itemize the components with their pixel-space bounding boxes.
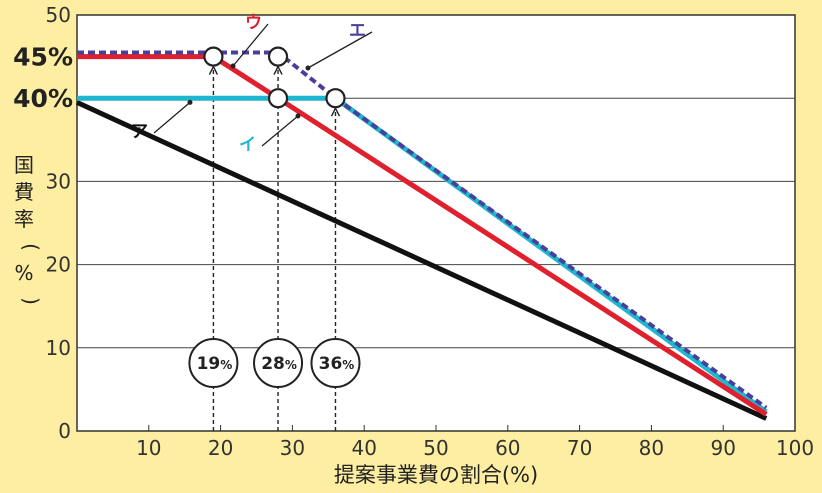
y-axis-title: 国費率 (%)	[14, 153, 43, 305]
leader-dot-1	[187, 99, 193, 105]
y-highlight-labels: 45%40%	[13, 43, 73, 114]
threshold-value-36: 36%	[319, 354, 355, 374]
y-tick-label-20: 20	[46, 253, 71, 277]
plot-area	[76, 14, 796, 432]
y-title-char-3: (	[19, 243, 43, 251]
threshold-bubbles: 19% 28% 36%	[188, 338, 361, 388]
threshold-bubble-28	[253, 338, 304, 388]
threshold-unit-28: %	[285, 358, 297, 372]
series-line-1	[75, 100, 768, 421]
threshold-unit-36: %	[342, 358, 354, 372]
markers	[203, 46, 346, 109]
x-tick-label-60: 60	[495, 436, 520, 460]
y-tick-label-0: 0	[58, 419, 71, 443]
x-tick-label-50: 50	[423, 436, 448, 460]
threshold-value-19: 19%	[197, 354, 233, 374]
threshold-bubble-19	[188, 338, 239, 388]
x-tick-label-70: 70	[567, 436, 592, 460]
series-line-3	[77, 54, 768, 417]
threshold-bubble-36	[310, 338, 361, 388]
y-highlight-45: 45%	[13, 43, 73, 72]
y-tick-label-50: 50	[46, 3, 71, 27]
leader-line-3	[232, 23, 269, 67]
leader-dot-2	[295, 113, 301, 119]
x-tick-label-30: 30	[280, 436, 305, 460]
x-tick-label-40: 40	[351, 436, 376, 460]
series-label-1: ア	[131, 122, 148, 142]
leader-line-1	[153, 101, 191, 134]
y-ticks: 0 10 20 30 50	[46, 3, 71, 443]
leader-line-4	[307, 31, 373, 69]
series-line-4	[77, 50, 768, 410]
threshold-value-28: 28%	[261, 354, 297, 374]
series-label-3: ウ	[245, 13, 262, 33]
y-tick-label-10: 10	[46, 336, 71, 360]
x-tick-label-80: 80	[639, 436, 664, 460]
breakpoint-marker-4	[325, 88, 346, 109]
breakpoint-marker-1	[203, 46, 224, 67]
y-title-char-5: )	[19, 297, 43, 305]
x-tick-label-10: 10	[136, 436, 161, 460]
leader-dot-4	[305, 65, 311, 71]
y-highlight-40: 40%	[13, 84, 73, 113]
y-title-char-0: 国	[14, 153, 34, 177]
x-tick-label-100: 100	[776, 436, 814, 460]
breakpoint-marker-3	[267, 88, 289, 109]
y-tick-label-30: 30	[46, 169, 71, 193]
series-label-4: エ	[349, 21, 366, 41]
leader-dot-3	[230, 63, 236, 69]
leader-lines: アイ ウ エ	[131, 13, 373, 155]
breakpoint-marker-2	[267, 46, 289, 67]
y-title-char-4: %	[14, 261, 33, 285]
x-tick-label-20: 20	[208, 436, 233, 460]
leader-line-2	[261, 115, 299, 147]
x-ticks: 10 20 30 40 50 60 70 80 90 100	[136, 425, 814, 460]
y-title-char-1: 費	[14, 180, 34, 204]
series-label-2: イ	[239, 135, 256, 155]
y-title-char-2: 率	[14, 207, 34, 231]
x-axis-title: 提案事業費の割合(%)	[334, 463, 538, 487]
threshold-unit-19: %	[220, 358, 232, 372]
x-tick-label-90: 90	[710, 436, 735, 460]
